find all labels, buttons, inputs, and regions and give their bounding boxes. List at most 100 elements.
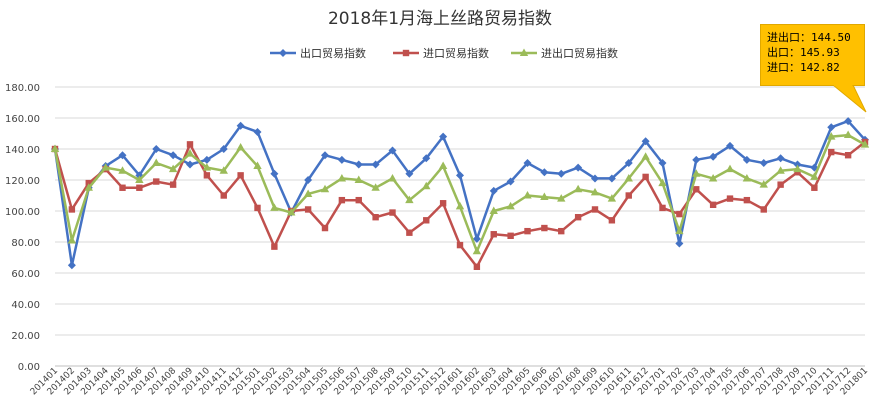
data-point <box>591 206 599 213</box>
data-point <box>843 130 853 139</box>
callout-pointer <box>833 85 867 113</box>
data-point <box>136 184 143 191</box>
data-point <box>506 177 515 186</box>
data-point <box>422 154 431 163</box>
legend-item: 进口贸易指数 <box>393 46 489 60</box>
data-point <box>590 187 600 196</box>
data-point <box>507 232 514 239</box>
data-point <box>354 160 363 169</box>
data-point <box>472 246 482 255</box>
legend-label: 进出口贸易指数 <box>541 46 618 60</box>
data-point <box>304 206 312 213</box>
data-point <box>186 160 194 169</box>
legend-item: 出口贸易指数 <box>270 46 366 60</box>
data-point <box>607 194 617 202</box>
y-tick-label: 40.00 <box>11 300 40 311</box>
data-point <box>742 155 751 164</box>
data-point <box>321 224 329 232</box>
data-point <box>236 142 245 151</box>
data-point <box>591 174 599 183</box>
data-point <box>439 132 448 141</box>
data-point <box>168 164 178 173</box>
data-point <box>557 194 566 202</box>
data-point <box>624 173 633 182</box>
data-point <box>759 158 768 167</box>
data-point <box>202 155 211 164</box>
data-point <box>118 166 127 174</box>
data-point <box>641 137 650 146</box>
data-point <box>169 181 177 188</box>
legend-label: 进口贸易指数 <box>423 46 489 60</box>
data-point <box>287 208 296 216</box>
y-tick-label: 20.00 <box>11 331 40 342</box>
y-tick-label: 100.00 <box>5 207 40 218</box>
data-point <box>742 173 752 182</box>
data-point <box>279 49 287 57</box>
data-point <box>152 158 161 166</box>
data-point <box>794 169 801 176</box>
data-point <box>860 140 870 148</box>
data-point <box>472 234 481 243</box>
data-point <box>406 229 413 236</box>
data-point <box>506 201 515 210</box>
data-point <box>844 152 852 159</box>
data-point <box>236 121 245 130</box>
data-point <box>641 152 650 160</box>
data-point <box>810 172 819 180</box>
data-point <box>405 169 414 178</box>
data-point <box>759 180 768 188</box>
data-point <box>388 173 397 182</box>
data-point <box>271 243 278 250</box>
series-group <box>50 117 870 270</box>
data-point <box>186 141 194 148</box>
x-axis-ticks: 2014012014022014032014042014052014062014… <box>29 366 870 398</box>
data-point <box>793 164 802 173</box>
data-point <box>270 169 279 178</box>
data-point <box>540 192 549 201</box>
data-point <box>439 200 447 207</box>
y-axis-ticks: 0.00 20.00 40.00 60.00 80.00 100.00 120.00 140.… <box>5 83 40 373</box>
data-point <box>709 201 717 208</box>
data-point <box>693 186 700 193</box>
data-point <box>725 164 735 173</box>
callout-line-1: 进出口：144.50 <box>767 31 851 44</box>
data-point <box>573 184 583 193</box>
data-point <box>608 217 616 224</box>
data-point <box>253 161 262 170</box>
data-point <box>354 175 363 183</box>
data-point <box>371 183 380 191</box>
data-point <box>438 161 448 170</box>
data-point <box>541 224 548 232</box>
gridlines <box>55 86 865 367</box>
data-point <box>254 204 261 212</box>
data-point <box>185 149 195 157</box>
data-point <box>402 49 410 57</box>
series-line <box>53 133 866 253</box>
data-point <box>658 178 667 187</box>
data-point <box>405 195 414 204</box>
data-point <box>777 181 784 188</box>
data-point <box>237 172 244 179</box>
data-point <box>692 169 701 177</box>
data-point <box>135 175 144 183</box>
data-point <box>523 191 532 199</box>
data-point <box>558 227 565 235</box>
data-point <box>473 263 481 270</box>
data-point <box>658 158 667 167</box>
y-tick-label: 140.00 <box>5 145 40 156</box>
data-point <box>50 144 60 152</box>
data-point <box>423 217 430 224</box>
data-point <box>320 184 330 193</box>
data-point <box>574 214 582 221</box>
data-point <box>844 117 853 126</box>
y-tick-label: 180.00 <box>5 83 40 94</box>
data-point <box>692 155 701 164</box>
data-point <box>827 132 836 140</box>
data-point <box>338 196 346 204</box>
data-point <box>68 206 76 213</box>
data-point <box>557 169 566 178</box>
data-point <box>607 174 616 183</box>
data-point <box>776 154 785 163</box>
data-point <box>642 173 649 181</box>
data-point <box>388 146 397 155</box>
